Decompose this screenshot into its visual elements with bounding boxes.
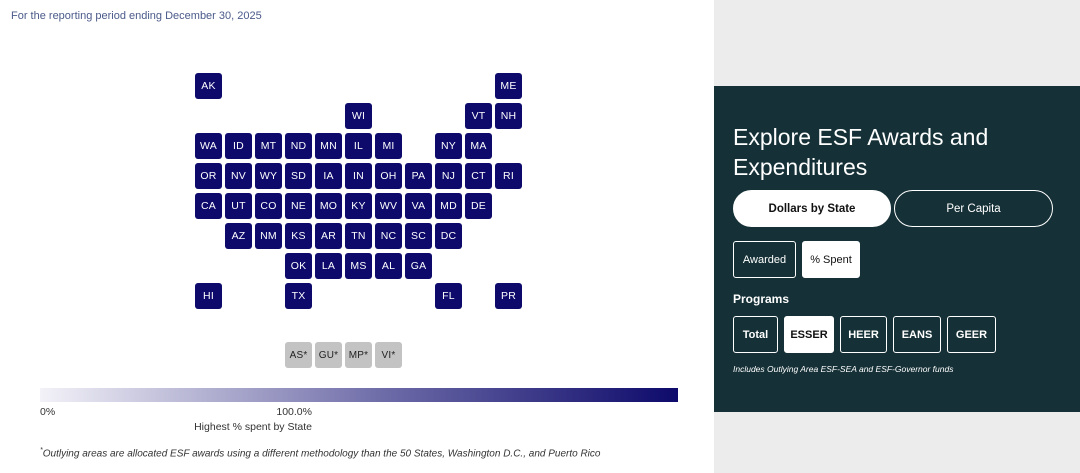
reporting-period-text: For the reporting period ending December… bbox=[11, 10, 262, 22]
footnote-marker: * bbox=[40, 447, 43, 454]
state-tile-ma[interactable]: MA bbox=[465, 133, 492, 159]
state-tile-dc[interactable]: DC bbox=[435, 223, 462, 249]
state-tile-la[interactable]: LA bbox=[315, 253, 342, 279]
state-tile-sc[interactable]: SC bbox=[405, 223, 432, 249]
state-tile-tx[interactable]: TX bbox=[285, 283, 312, 309]
outlying-tile-vi[interactable]: VI* bbox=[375, 342, 402, 368]
state-tile-ar[interactable]: AR bbox=[315, 223, 342, 249]
legend-title: Highest % spent by State bbox=[194, 421, 312, 433]
outlying-tile-gu[interactable]: GU* bbox=[315, 342, 342, 368]
state-tile-mo[interactable]: MO bbox=[315, 193, 342, 219]
outlying-tile-mp[interactable]: MP* bbox=[345, 342, 372, 368]
outlying-areas-footnote: *Outlying areas are allocated ESF awards… bbox=[40, 447, 600, 459]
state-tile-ut[interactable]: UT bbox=[225, 193, 252, 219]
state-tile-me[interactable]: ME bbox=[495, 73, 522, 99]
state-tile-wy[interactable]: WY bbox=[255, 163, 282, 189]
program-esser-button[interactable]: ESSER bbox=[784, 316, 834, 353]
percent-spent-button[interactable]: % Spent bbox=[802, 241, 860, 278]
explore-panel: Explore ESF Awards and Expenditures Doll… bbox=[714, 86, 1080, 412]
state-tile-de[interactable]: DE bbox=[465, 193, 492, 219]
state-tile-nc[interactable]: NC bbox=[375, 223, 402, 249]
state-tile-nv[interactable]: NV bbox=[225, 163, 252, 189]
programs-note: Includes Outlying Area ESF-SEA and ESF-G… bbox=[733, 364, 954, 374]
program-geer-button[interactable]: GEER bbox=[947, 316, 996, 353]
state-tile-nm[interactable]: NM bbox=[255, 223, 282, 249]
per-capita-toggle[interactable]: Per Capita bbox=[894, 190, 1053, 227]
legend-max-label: 100.0% bbox=[276, 406, 312, 418]
state-tile-ne[interactable]: NE bbox=[285, 193, 312, 219]
state-tile-ms[interactable]: MS bbox=[345, 253, 372, 279]
program-eans-button[interactable]: EANS bbox=[893, 316, 941, 353]
state-tile-co[interactable]: CO bbox=[255, 193, 282, 219]
state-tile-ks[interactable]: KS bbox=[285, 223, 312, 249]
state-tile-vt[interactable]: VT bbox=[465, 103, 492, 129]
state-tile-nd[interactable]: ND bbox=[285, 133, 312, 159]
state-tile-ia[interactable]: IA bbox=[315, 163, 342, 189]
state-tile-nh[interactable]: NH bbox=[495, 103, 522, 129]
state-tile-ky[interactable]: KY bbox=[345, 193, 372, 219]
state-tile-sd[interactable]: SD bbox=[285, 163, 312, 189]
programs-label: Programs bbox=[733, 292, 790, 306]
legend-min-label: 0% bbox=[40, 406, 56, 418]
state-tile-pa[interactable]: PA bbox=[405, 163, 432, 189]
state-tile-va[interactable]: VA bbox=[405, 193, 432, 219]
state-tile-al[interactable]: AL bbox=[375, 253, 402, 279]
program-total-button[interactable]: Total bbox=[733, 316, 778, 353]
state-tile-or[interactable]: OR bbox=[195, 163, 222, 189]
state-tile-wi[interactable]: WI bbox=[345, 103, 372, 129]
footnote-text: Outlying areas are allocated ESF awards … bbox=[42, 448, 601, 460]
state-tile-ga[interactable]: GA bbox=[405, 253, 432, 279]
state-tile-ri[interactable]: RI bbox=[495, 163, 522, 189]
state-tile-wa[interactable]: WA bbox=[195, 133, 222, 159]
state-tile-md[interactable]: MD bbox=[435, 193, 462, 219]
state-tile-ct[interactable]: CT bbox=[465, 163, 492, 189]
outlying-tile-as[interactable]: AS* bbox=[285, 342, 312, 368]
state-tile-mi[interactable]: MI bbox=[375, 133, 402, 159]
state-tile-fl[interactable]: FL bbox=[435, 283, 462, 309]
awarded-button[interactable]: Awarded bbox=[733, 241, 796, 278]
state-tile-ak[interactable]: AK bbox=[195, 73, 222, 99]
state-tile-ok[interactable]: OK bbox=[285, 253, 312, 279]
state-tile-tn[interactable]: TN bbox=[345, 223, 372, 249]
dollars-by-state-toggle[interactable]: Dollars by State bbox=[733, 190, 891, 227]
state-tile-ny[interactable]: NY bbox=[435, 133, 462, 159]
state-tile-map: AK ME WI VT NH WA ID MT ND MN IL MI NY MA OR NV WY SD IA IN… bbox=[195, 73, 522, 368]
state-tile-il[interactable]: IL bbox=[345, 133, 372, 159]
state-tile-id[interactable]: ID bbox=[225, 133, 252, 159]
state-tile-oh[interactable]: OH bbox=[375, 163, 402, 189]
state-tile-wv[interactable]: WV bbox=[375, 193, 402, 219]
state-tile-nj[interactable]: NJ bbox=[435, 163, 462, 189]
state-tile-mt[interactable]: MT bbox=[255, 133, 282, 159]
state-tile-hi[interactable]: HI bbox=[195, 283, 222, 309]
panel-title: Explore ESF Awards and Expenditures bbox=[733, 124, 989, 180]
map-section: For the reporting period ending December… bbox=[11, 10, 678, 460]
state-tile-ca[interactable]: CA bbox=[195, 193, 222, 219]
state-tile-az[interactable]: AZ bbox=[225, 223, 252, 249]
state-tile-pr[interactable]: PR bbox=[495, 283, 522, 309]
state-tile-mn[interactable]: MN bbox=[315, 133, 342, 159]
program-heer-button[interactable]: HEER bbox=[840, 316, 887, 353]
legend-gradient-bar bbox=[40, 388, 678, 402]
state-tile-in[interactable]: IN bbox=[345, 163, 372, 189]
